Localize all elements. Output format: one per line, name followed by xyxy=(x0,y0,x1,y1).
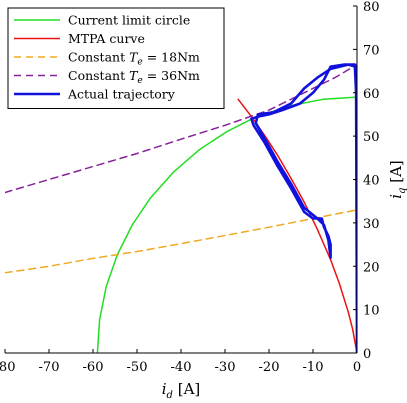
y-tick-label: 20 xyxy=(363,260,380,275)
legend-label-2: Constant Te = 18Nm xyxy=(68,50,200,68)
legend: Current limit circle MTPA curve Constant T… xyxy=(7,7,225,109)
series-group xyxy=(5,63,357,353)
y-tick-label: 70 xyxy=(363,43,380,58)
legend-box xyxy=(7,7,225,109)
x-tick-label: -30 xyxy=(215,360,236,375)
x-tick-label: -20 xyxy=(259,360,280,375)
series-line-2 xyxy=(5,209,357,274)
y-tick-label: 0 xyxy=(363,347,371,362)
x-tick-label: -40 xyxy=(171,360,192,375)
legend-label-3: Constant Te = 36Nm xyxy=(68,68,200,86)
series-line-3 xyxy=(5,63,357,194)
y-axis: 0 10 20 30 40 50 60 70 80 xyxy=(353,0,380,362)
x-tick-label: -80 xyxy=(0,360,15,375)
y-tick-label: 50 xyxy=(363,130,380,145)
y-axis-label: iq [A] xyxy=(387,160,407,199)
x-tick-label: -60 xyxy=(83,360,104,375)
legend-label-0: Current limit circle xyxy=(68,13,190,28)
series-line-0 xyxy=(96,96,357,353)
x-tick-label: -50 xyxy=(127,360,148,375)
legend-label-4: Actual trajectory xyxy=(67,87,176,102)
series-line-1 xyxy=(237,98,357,353)
series-line-4 xyxy=(250,63,357,353)
y-tick-label: 10 xyxy=(363,304,380,319)
x-axis-label: id [A] xyxy=(162,380,201,401)
y-tick-label: 80 xyxy=(363,0,380,15)
x-tick-label: -70 xyxy=(39,360,60,375)
x-tick-label: -10 xyxy=(303,360,324,375)
x-tick-label: 0 xyxy=(353,360,361,375)
x-axis: -80 -70 -60 -50 -40 -30 -20 -10 0 xyxy=(0,349,361,375)
y-tick-label: 60 xyxy=(363,87,380,102)
legend-label-1: MTPA curve xyxy=(68,31,145,46)
plot-area xyxy=(5,63,357,353)
y-tick-label: 30 xyxy=(363,217,380,232)
y-tick-label: 40 xyxy=(363,174,380,189)
